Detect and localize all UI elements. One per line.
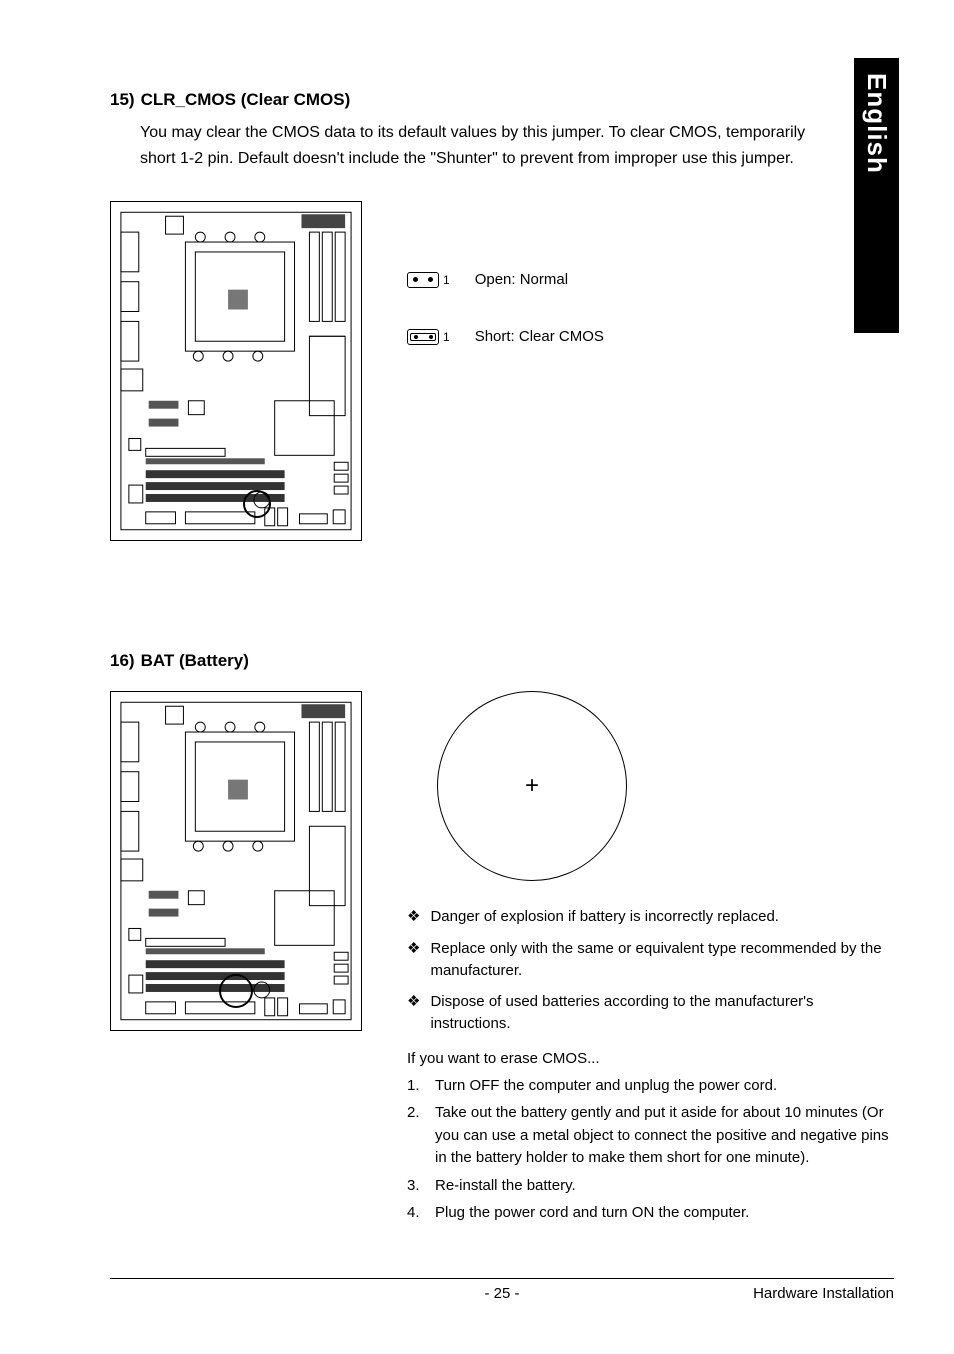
section-15-title: CLR_CMOS (Clear CMOS)	[141, 90, 351, 110]
jumper-short-pin: 1	[443, 330, 450, 344]
section-15-heading: 15) CLR_CMOS (Clear CMOS)	[110, 90, 894, 110]
step-text: Plug the power cord and turn ON the comp…	[435, 1202, 894, 1225]
footer-chapter: Hardware Installation	[753, 1285, 894, 1302]
section-15-body: You may clear the CMOS data to its defau…	[140, 120, 840, 171]
manual-page: English 15) CLR_CMOS (Clear CMOS) You ma…	[0, 0, 954, 1354]
section-16-right: + ❖ Danger of explosion if battery is in…	[407, 691, 894, 1230]
jumper-short-row: 1 Short: Clear CMOS	[407, 328, 604, 345]
section-16-title: BAT (Battery)	[141, 651, 249, 671]
mobo-svg-15	[111, 202, 361, 540]
step-item: 4. Plug the power cord and turn ON the co…	[407, 1202, 894, 1225]
step-text: Turn OFF the computer and unplug the pow…	[435, 1075, 894, 1098]
step-number: 3.	[407, 1175, 427, 1198]
warning-text: Danger of explosion if battery is incorr…	[430, 906, 779, 928]
jumper-short-label: Short: Clear CMOS	[475, 328, 604, 345]
battery-plus-icon: +	[525, 772, 539, 800]
erase-cmos-intro: If you want to erase CMOS...	[407, 1050, 894, 1067]
warning-item: ❖ Replace only with the same or equivale…	[407, 938, 894, 982]
section-15: 15) CLR_CMOS (Clear CMOS) You may clear …	[110, 90, 894, 541]
step-text: Take out the battery gently and put it a…	[435, 1102, 894, 1170]
motherboard-diagram-15	[110, 201, 362, 541]
section-15-number: 15)	[110, 90, 135, 110]
jumper-open-icon	[407, 272, 439, 288]
step-number: 2.	[407, 1102, 427, 1170]
step-number: 1.	[407, 1075, 427, 1098]
page-footer: - 25 - Hardware Installation	[110, 1278, 894, 1302]
section-16-heading: 16) BAT (Battery)	[110, 651, 894, 671]
language-tab: English	[854, 58, 899, 333]
section-16-row: + ❖ Danger of explosion if battery is in…	[110, 691, 894, 1230]
motherboard-diagram-16	[110, 691, 362, 1031]
diamond-bullet-icon: ❖	[407, 991, 420, 1035]
step-number: 4.	[407, 1202, 427, 1225]
warning-text: Replace only with the same or equivalent…	[430, 938, 894, 982]
section-16-number: 16)	[110, 651, 135, 671]
jumper-short-icon	[407, 329, 439, 345]
highlight-circle-15	[243, 490, 271, 518]
highlight-circle-16	[219, 974, 253, 1008]
page-number: - 25 -	[484, 1285, 519, 1302]
warning-text: Dispose of used batteries according to t…	[430, 991, 894, 1035]
battery-diagram: +	[437, 691, 627, 881]
section-15-row: 1 Open: Normal 1 Short: Clear CMOS	[110, 201, 894, 541]
erase-cmos-steps: 1. Turn OFF the computer and unplug the p…	[407, 1075, 894, 1225]
diamond-bullet-icon: ❖	[407, 906, 420, 928]
warning-list: ❖ Danger of explosion if battery is inco…	[407, 906, 894, 1035]
step-item: 3. Re-install the battery.	[407, 1175, 894, 1198]
warning-item: ❖ Dispose of used batteries according to…	[407, 991, 894, 1035]
jumper-open-label: Open: Normal	[475, 271, 568, 288]
section-16: 16) BAT (Battery)	[110, 651, 894, 1230]
jumper-open-row: 1 Open: Normal	[407, 271, 604, 288]
diamond-bullet-icon: ❖	[407, 938, 420, 982]
step-item: 2.Take out the battery gently and put it…	[407, 1102, 894, 1170]
jumper-legend: 1 Open: Normal 1 Short: Clear CMOS	[407, 271, 604, 345]
warning-item: ❖ Danger of explosion if battery is inco…	[407, 906, 894, 928]
jumper-open-pin: 1	[443, 273, 450, 287]
step-text: Re-install the battery.	[435, 1175, 894, 1198]
step-item: 1. Turn OFF the computer and unplug the p…	[407, 1075, 894, 1098]
